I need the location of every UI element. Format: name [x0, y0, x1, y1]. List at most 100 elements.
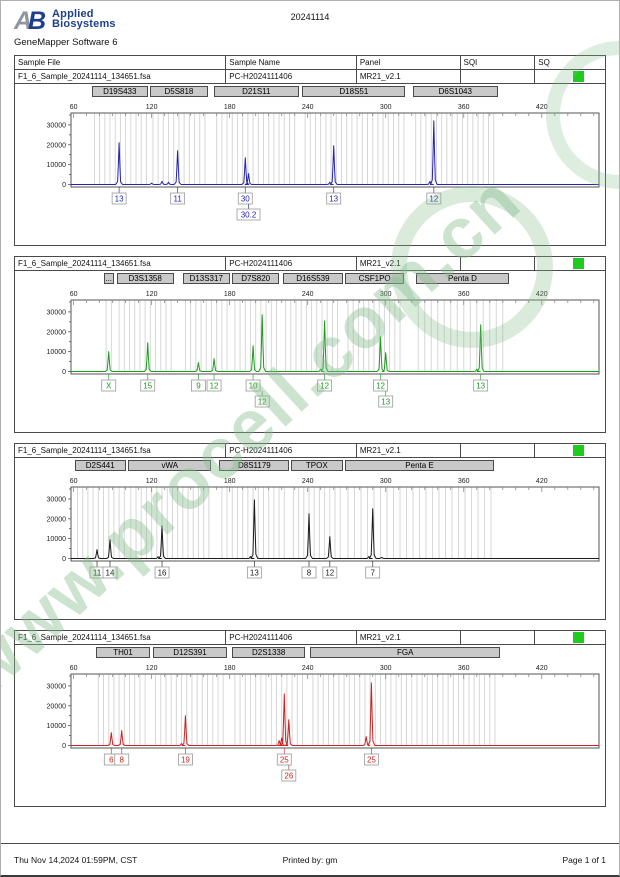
allele-label: 30 [241, 194, 250, 203]
x-axis: 60 120 180 240 300 360 420 [70, 291, 595, 305]
y-axis: 0 10000 20000 30000 [47, 675, 71, 750]
column-header-sq: SQ [538, 58, 550, 67]
x-tick-label: 360 [458, 665, 470, 672]
plot-frame [70, 486, 600, 562]
trace-path [71, 499, 599, 559]
x-tick-label: 240 [302, 665, 314, 672]
footer-datetime: Thu Nov 14,2024 01:59PM, CST [14, 854, 138, 865]
allele-call: 12 [373, 374, 388, 392]
y-tick-label: 20000 [47, 142, 67, 149]
sample-row: F1_6_Sample_20241114_134651.fsa PC-H20241… [15, 70, 605, 84]
allele-label: 10 [249, 381, 258, 390]
marker-label-box: D19S433 [91, 86, 148, 97]
x-tick-label: 360 [458, 478, 470, 485]
allele-call: 14 [102, 561, 118, 579]
marker-row: D2S441 vWA D8S1179 TPOX Penta E [15, 458, 605, 473]
allele-call: 15 [140, 374, 156, 392]
marker-row: D19S433 D5S818 D21S11 D18S51 D6S1043 [15, 84, 605, 99]
allele-call: 8 [114, 748, 130, 766]
x-axis: 60 120 180 240 300 360 420 [70, 478, 595, 492]
logo-line2: Biosystems [52, 18, 116, 30]
allele-label: 25 [280, 755, 289, 764]
bin-lines [77, 487, 492, 559]
marker-label-box: vWA [128, 460, 212, 471]
sample-file-cell: F1_6_Sample_20241114_134651.fsa [15, 444, 227, 457]
x-tick-label: 420 [536, 478, 548, 485]
sq-cell [535, 444, 605, 457]
bin-lines [105, 300, 504, 372]
marker-label-box: D7S820 [232, 273, 280, 284]
electropherogram-plot: 60 120 180 240 300 360 420 0 10000 20000 30000 6 8 19… [47, 665, 600, 782]
marker-label-box: Penta E [345, 460, 494, 471]
app-name: GeneMapper Software 6 [14, 37, 118, 48]
plot-frame [70, 673, 600, 749]
allele-label: 12 [258, 397, 267, 406]
allele-label: 12 [376, 381, 385, 390]
sqi-cell [461, 70, 536, 83]
page-header: 20241114 A B Applied Biosystems GeneMapp… [1, 1, 619, 51]
allele-label: 13 [381, 397, 390, 406]
marker-label-box: TPOX [290, 460, 343, 471]
trace-path [71, 682, 599, 746]
marker-label-box: CSF1PO [345, 273, 404, 284]
marker-label-box: D13S317 [182, 273, 230, 284]
bin-lines [97, 674, 496, 746]
marker-label-box: D8S1179 [219, 460, 290, 471]
y-tick-label: 0 [62, 182, 66, 189]
sq-quality-indicator [573, 445, 585, 456]
y-axis: 0 10000 20000 30000 [47, 301, 71, 376]
sq-quality-indicator [573, 632, 585, 643]
allele-label: 12 [210, 381, 219, 390]
sq-quality-indicator [573, 258, 585, 269]
x-tick-label: 180 [224, 104, 236, 111]
x-tick-label: 420 [536, 104, 548, 111]
sq-cell [535, 631, 605, 644]
sqi-cell [461, 257, 536, 270]
x-tick-label: 300 [380, 665, 392, 672]
allele-call: 12 [206, 374, 222, 392]
sample-name-cell: PC-H2024111406 [226, 70, 357, 83]
x-tick-label: 180 [224, 665, 236, 672]
x-tick-label: 120 [146, 291, 158, 298]
sq-quality-indicator [573, 71, 585, 82]
allele-label: 12 [325, 568, 334, 577]
y-tick-label: 20000 [47, 329, 67, 336]
x-tick-label: 60 [70, 478, 78, 485]
allele-label: 8 [119, 755, 124, 764]
trace-path [71, 120, 599, 185]
y-tick-label: 0 [62, 369, 66, 376]
logo-letter-b: B [28, 7, 46, 32]
sample-row: F1_6_Sample_20241114_134651.fsa PC-H20241… [15, 444, 605, 458]
electropherogram-plot: 60 120 180 240 300 360 420 0 10000 20000 30000 11 14… [47, 478, 600, 579]
column-header-sample-file: Sample File [15, 56, 227, 69]
marker-label-box: ... [103, 273, 114, 284]
marker-row: TH01 D12S391 D2S1338 FGA [15, 645, 605, 660]
logo-line1: Applied [52, 8, 94, 20]
marker-label-box: D18S51 [302, 86, 406, 97]
allele-label: 19 [181, 755, 190, 764]
x-tick-label: 300 [380, 291, 392, 298]
sample-name-cell: PC-H2024111406 [226, 631, 357, 644]
allele-call: 25 [364, 748, 379, 766]
allele-call: 12 [426, 187, 442, 205]
x-tick-label: 300 [380, 478, 392, 485]
y-tick-label: 10000 [47, 536, 67, 543]
allele-label: 11 [93, 568, 102, 577]
allele-call: 12 [317, 374, 332, 392]
y-tick-label: 10000 [47, 723, 67, 730]
x-tick-label: 60 [70, 291, 78, 298]
y-tick-label: 30000 [47, 683, 67, 690]
allele-label: 30.2 [241, 210, 257, 219]
x-tick-label: 60 [70, 104, 78, 111]
y-tick-label: 10000 [47, 349, 67, 356]
marker-label-box: D3S1358 [116, 273, 174, 284]
marker-label-box: D12S391 [152, 647, 228, 658]
bin-lines [93, 113, 495, 185]
x-tick-label: 60 [70, 665, 78, 672]
marker-label-box: TH01 [95, 647, 151, 658]
allele-call: 11 [170, 187, 186, 205]
allele-label: 15 [143, 381, 152, 390]
x-tick-label: 120 [146, 665, 158, 672]
allele-label: 8 [307, 568, 312, 577]
